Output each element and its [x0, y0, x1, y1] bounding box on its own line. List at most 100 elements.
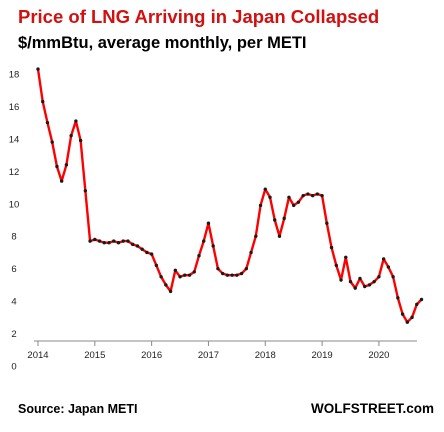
data-point — [36, 67, 40, 71]
data-point — [363, 284, 367, 289]
data-point — [107, 241, 111, 245]
x-tick-label: 2016 — [141, 350, 162, 361]
data-point — [268, 195, 272, 199]
data-point — [306, 192, 310, 196]
data-point — [45, 120, 50, 125]
y-tick-label: 14 — [9, 134, 20, 145]
data-point — [69, 133, 73, 138]
data-point — [135, 244, 140, 248]
data-point — [149, 252, 154, 256]
chart-subtitle: $/mmBtu, average monthly, per METI — [18, 34, 307, 52]
data-point — [131, 242, 135, 247]
data-point — [325, 221, 329, 225]
data-point — [381, 257, 386, 261]
data-point — [273, 218, 277, 222]
data-point — [211, 244, 215, 248]
data-point — [126, 239, 130, 243]
data-point — [282, 216, 286, 221]
data-point — [353, 286, 357, 290]
data-point — [244, 266, 249, 271]
x-tick-label: 2018 — [255, 350, 276, 361]
data-point — [301, 193, 305, 198]
data-point — [50, 140, 54, 144]
data-point — [291, 203, 296, 208]
data-point — [320, 193, 324, 198]
data-point — [97, 239, 102, 243]
data-point — [329, 245, 334, 250]
y-tick-label: 12 — [9, 167, 20, 178]
data-point — [83, 189, 88, 193]
series-line-group — [36, 67, 423, 324]
chart-title: Price of LNG Arriving in Japan Collapsed — [18, 6, 380, 27]
site-credit: WOLFSTREET.com — [310, 401, 434, 416]
data-point — [102, 241, 106, 245]
data-point — [206, 221, 211, 225]
y-tick-label: 4 — [11, 297, 16, 308]
data-point — [168, 289, 173, 294]
data-point — [154, 263, 159, 268]
data-point — [405, 320, 410, 324]
y-tick-label: 10 — [9, 199, 20, 210]
data-point — [220, 271, 225, 276]
x-tick-label: 2014 — [27, 350, 48, 361]
data-point — [216, 266, 220, 271]
data-point — [410, 315, 414, 320]
data-point — [225, 273, 230, 277]
data-point — [348, 279, 353, 284]
source-note: Source: Japan METI — [18, 402, 138, 416]
data-point — [358, 276, 362, 281]
y-tick-label: 18 — [9, 70, 20, 81]
data-point — [183, 273, 187, 277]
data-point — [419, 297, 424, 302]
data-point — [315, 192, 320, 196]
y-tick-label: 8 — [11, 232, 16, 243]
data-point — [415, 302, 419, 307]
data-point — [235, 273, 239, 277]
x-tick-label: 2019 — [312, 350, 333, 361]
data-point — [159, 275, 163, 279]
data-point — [400, 312, 405, 316]
x-tick-label: 2015 — [84, 350, 105, 361]
series-points-group — [36, 67, 424, 324]
data-point — [173, 268, 178, 272]
data-point — [59, 179, 64, 183]
data-point — [164, 283, 168, 287]
data-point — [64, 163, 69, 167]
data-point — [391, 275, 395, 279]
data-point — [187, 273, 192, 277]
data-point — [249, 250, 253, 255]
series-line — [36, 67, 423, 324]
data-point — [78, 138, 83, 143]
data-point — [372, 279, 376, 284]
data-point — [140, 247, 144, 251]
data-point — [310, 193, 315, 198]
data-point — [112, 239, 116, 243]
data-point — [74, 119, 78, 123]
data-point — [230, 273, 234, 277]
data-point — [93, 237, 97, 242]
data-point — [121, 239, 125, 243]
data-point — [254, 234, 258, 238]
x-tick-label: 2017 — [198, 350, 219, 361]
data-point — [239, 271, 244, 276]
data-point — [386, 265, 391, 269]
data-point — [145, 250, 149, 255]
data-point — [396, 296, 400, 300]
data-point — [41, 99, 45, 104]
data-point — [178, 275, 182, 279]
y-tick-label: 2 — [11, 329, 16, 340]
data-point — [339, 278, 343, 282]
x-tick-label: 2020 — [368, 350, 389, 361]
data-point — [334, 263, 338, 268]
y-axis: 0 2 4 6 8 10 12 14 16 18 — [9, 70, 20, 373]
x-axis: 2014 2015 2016 2017 2018 2019 2020 — [27, 340, 417, 361]
data-point — [287, 195, 291, 199]
y-tick-label: 16 — [9, 102, 20, 113]
data-point — [192, 270, 196, 274]
data-point — [197, 253, 201, 258]
data-point — [202, 239, 206, 243]
data-point — [116, 241, 121, 245]
data-point — [296, 200, 301, 204]
y-tick-label: 6 — [11, 264, 16, 275]
